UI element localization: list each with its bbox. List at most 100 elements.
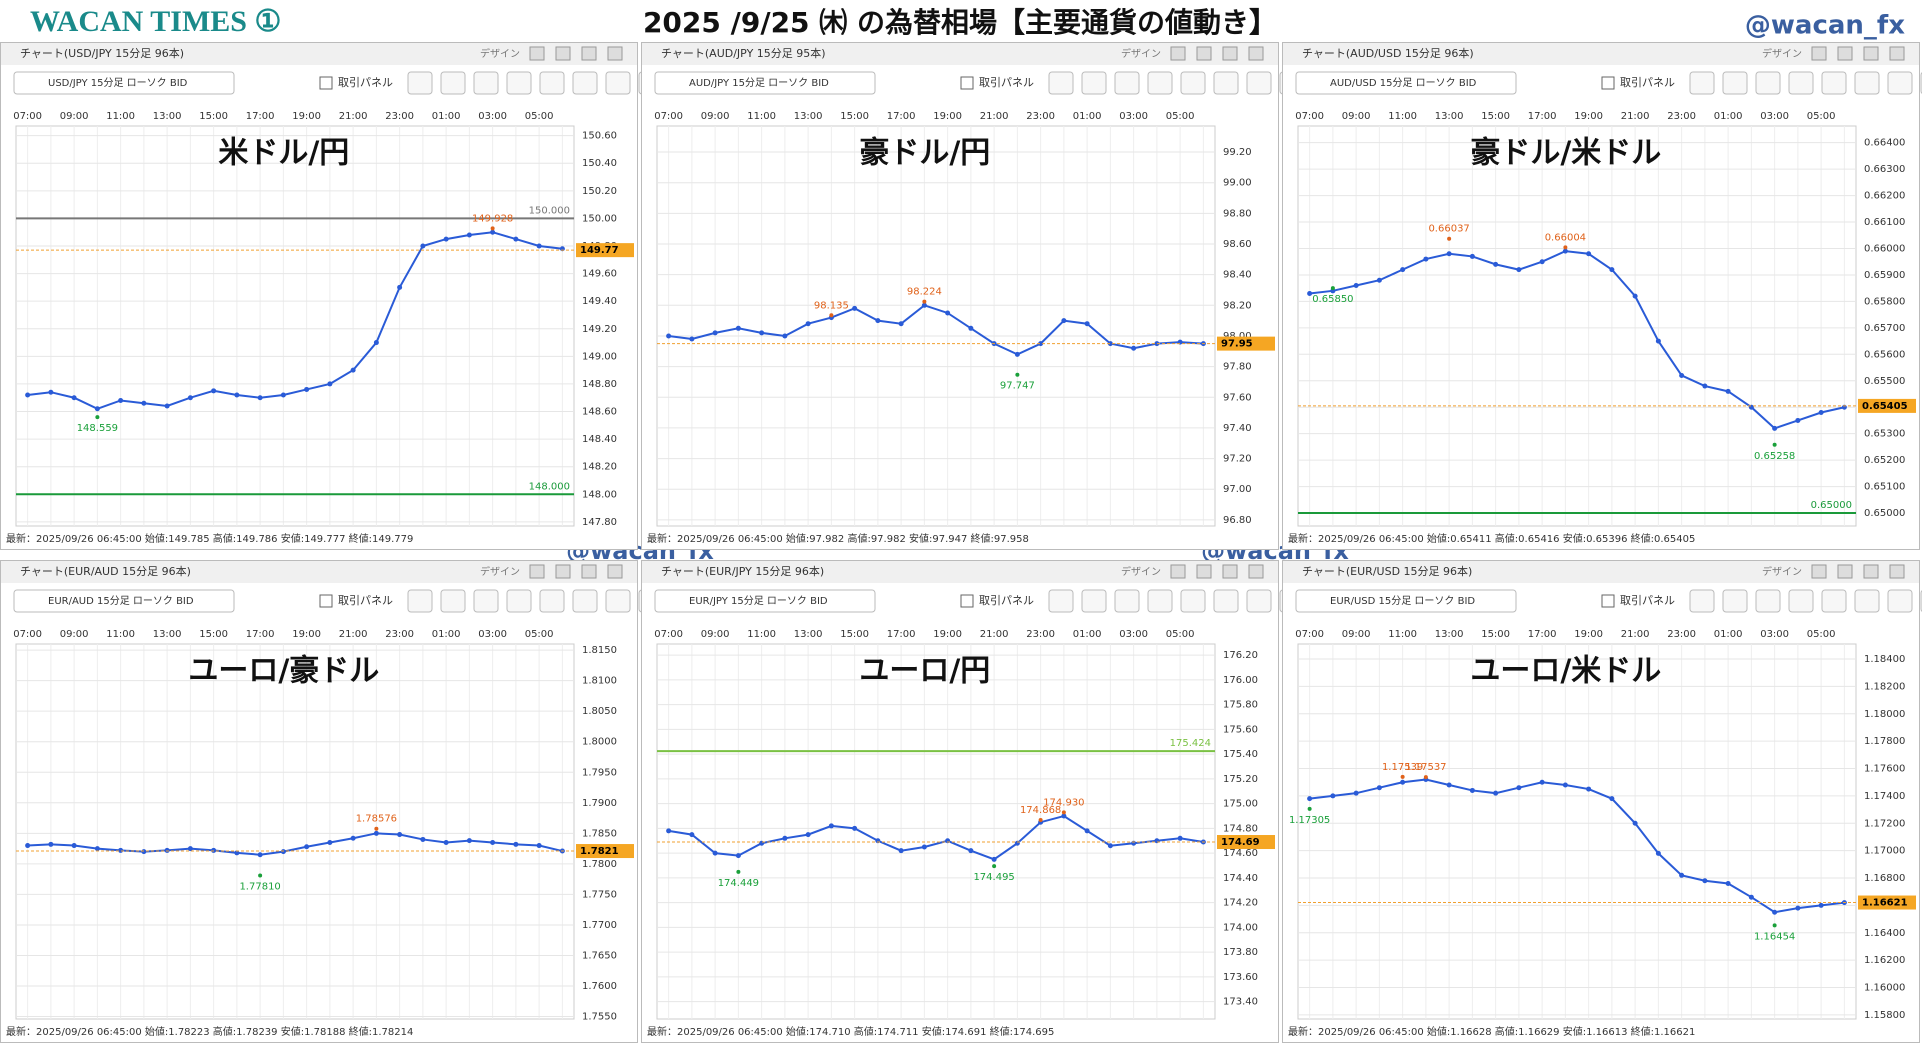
- window-button[interactable]: [581, 46, 597, 61]
- price-point: [48, 841, 54, 847]
- tool-button[interactable]: [1722, 589, 1748, 613]
- tool-button[interactable]: [407, 589, 433, 613]
- window-button[interactable]: [1248, 46, 1264, 61]
- window-button[interactable]: [1222, 46, 1238, 61]
- tool-button[interactable]: [1689, 589, 1715, 613]
- price-point: [689, 336, 695, 342]
- symbol-label: EUR/JPY 15分足 ローソク BID: [689, 595, 828, 607]
- window-button[interactable]: [607, 46, 623, 61]
- tool-button[interactable]: [1114, 71, 1140, 95]
- price-point: [513, 236, 519, 242]
- tool-button[interactable]: [440, 589, 466, 613]
- window-button[interactable]: [1170, 564, 1186, 579]
- tool-button[interactable]: [1788, 589, 1814, 613]
- tool-button[interactable]: [539, 589, 565, 613]
- window-button[interactable]: [555, 46, 571, 61]
- tool-button[interactable]: [1854, 589, 1880, 613]
- tool-button[interactable]: [1854, 71, 1880, 95]
- window-button[interactable]: [529, 564, 545, 579]
- price-point: [875, 838, 881, 844]
- tool-button[interactable]: [1821, 589, 1847, 613]
- tool-button[interactable]: [1180, 589, 1206, 613]
- tool-button[interactable]: [1081, 71, 1107, 95]
- window-button[interactable]: [1196, 46, 1212, 61]
- window-button[interactable]: [607, 564, 623, 579]
- tool-button[interactable]: [1213, 589, 1239, 613]
- window-button[interactable]: [1170, 46, 1186, 61]
- tool-button[interactable]: [1147, 71, 1173, 95]
- symbol-select[interactable]: [1295, 589, 1517, 613]
- tool-button[interactable]: [1081, 589, 1107, 613]
- window-button[interactable]: [1837, 564, 1853, 579]
- checkbox[interactable]: [1601, 594, 1615, 608]
- tool-button[interactable]: [1887, 71, 1913, 95]
- window-button[interactable]: [1863, 46, 1879, 61]
- checkbox[interactable]: [960, 76, 974, 90]
- window-button[interactable]: [1837, 46, 1853, 61]
- tool-button[interactable]: [1689, 71, 1715, 95]
- tool-button[interactable]: [1788, 71, 1814, 95]
- trade-panel-label: 取引パネル: [338, 75, 393, 89]
- price-point: [350, 367, 356, 373]
- price-point: [945, 838, 951, 844]
- tool-button[interactable]: [440, 71, 466, 95]
- window-button[interactable]: [529, 46, 545, 61]
- window-button[interactable]: [1863, 564, 1879, 579]
- tool-button[interactable]: [506, 589, 532, 613]
- x-tick-label: 01:00: [432, 111, 461, 122]
- tool-button[interactable]: [539, 71, 565, 95]
- tool-button[interactable]: [473, 589, 499, 613]
- window-button[interactable]: [1248, 564, 1264, 579]
- price-point: [373, 340, 379, 346]
- extreme-point: [1447, 236, 1452, 241]
- tool-button[interactable]: [1048, 589, 1074, 613]
- window-button[interactable]: [1196, 564, 1212, 579]
- tool-button[interactable]: [473, 71, 499, 95]
- checkbox[interactable]: [319, 594, 333, 608]
- tool-button[interactable]: [1048, 71, 1074, 95]
- tool-button[interactable]: [1213, 71, 1239, 95]
- tool-button[interactable]: [1246, 589, 1272, 613]
- symbol-label: EUR/USD 15分足 ローソク BID: [1330, 595, 1475, 607]
- tool-button[interactable]: [572, 71, 598, 95]
- tool-button[interactable]: [1722, 71, 1748, 95]
- tool-button[interactable]: [1114, 589, 1140, 613]
- window-button[interactable]: [1889, 46, 1905, 61]
- price-point: [187, 395, 193, 401]
- tool-button[interactable]: [1755, 71, 1781, 95]
- window-button[interactable]: [1889, 564, 1905, 579]
- window-button[interactable]: [1811, 46, 1827, 61]
- tool-button[interactable]: [1887, 589, 1913, 613]
- tool-button[interactable]: [572, 589, 598, 613]
- symbol-select[interactable]: [654, 71, 876, 95]
- symbol-select[interactable]: [1295, 71, 1517, 95]
- y-tick-label: 0.65700: [1864, 323, 1905, 334]
- tool-button[interactable]: [605, 71, 631, 95]
- price-point: [1469, 253, 1475, 259]
- price-point: [234, 392, 240, 398]
- symbol-select[interactable]: [654, 589, 876, 613]
- checkbox[interactable]: [1601, 76, 1615, 90]
- tool-button[interactable]: [1180, 71, 1206, 95]
- tool-button[interactable]: [1147, 589, 1173, 613]
- tool-button[interactable]: [1821, 71, 1847, 95]
- x-tick-label: 09:00: [1342, 629, 1371, 640]
- tool-button[interactable]: [1246, 71, 1272, 95]
- window-button[interactable]: [581, 564, 597, 579]
- symbol-select[interactable]: [13, 589, 235, 613]
- price-point: [536, 843, 542, 849]
- window-button[interactable]: [1811, 564, 1827, 579]
- tool-button[interactable]: [407, 71, 433, 95]
- window-button[interactable]: [555, 564, 571, 579]
- symbol-select[interactable]: [13, 71, 235, 95]
- checkbox[interactable]: [960, 594, 974, 608]
- level-label: 0.65000: [1811, 500, 1852, 511]
- price-point: [25, 392, 31, 398]
- tool-button[interactable]: [605, 589, 631, 613]
- price-point: [490, 229, 496, 235]
- tool-button[interactable]: [506, 71, 532, 95]
- tool-button[interactable]: [1755, 589, 1781, 613]
- window-button[interactable]: [1222, 564, 1238, 579]
- checkbox[interactable]: [319, 76, 333, 90]
- x-tick-label: 01:00: [432, 629, 461, 640]
